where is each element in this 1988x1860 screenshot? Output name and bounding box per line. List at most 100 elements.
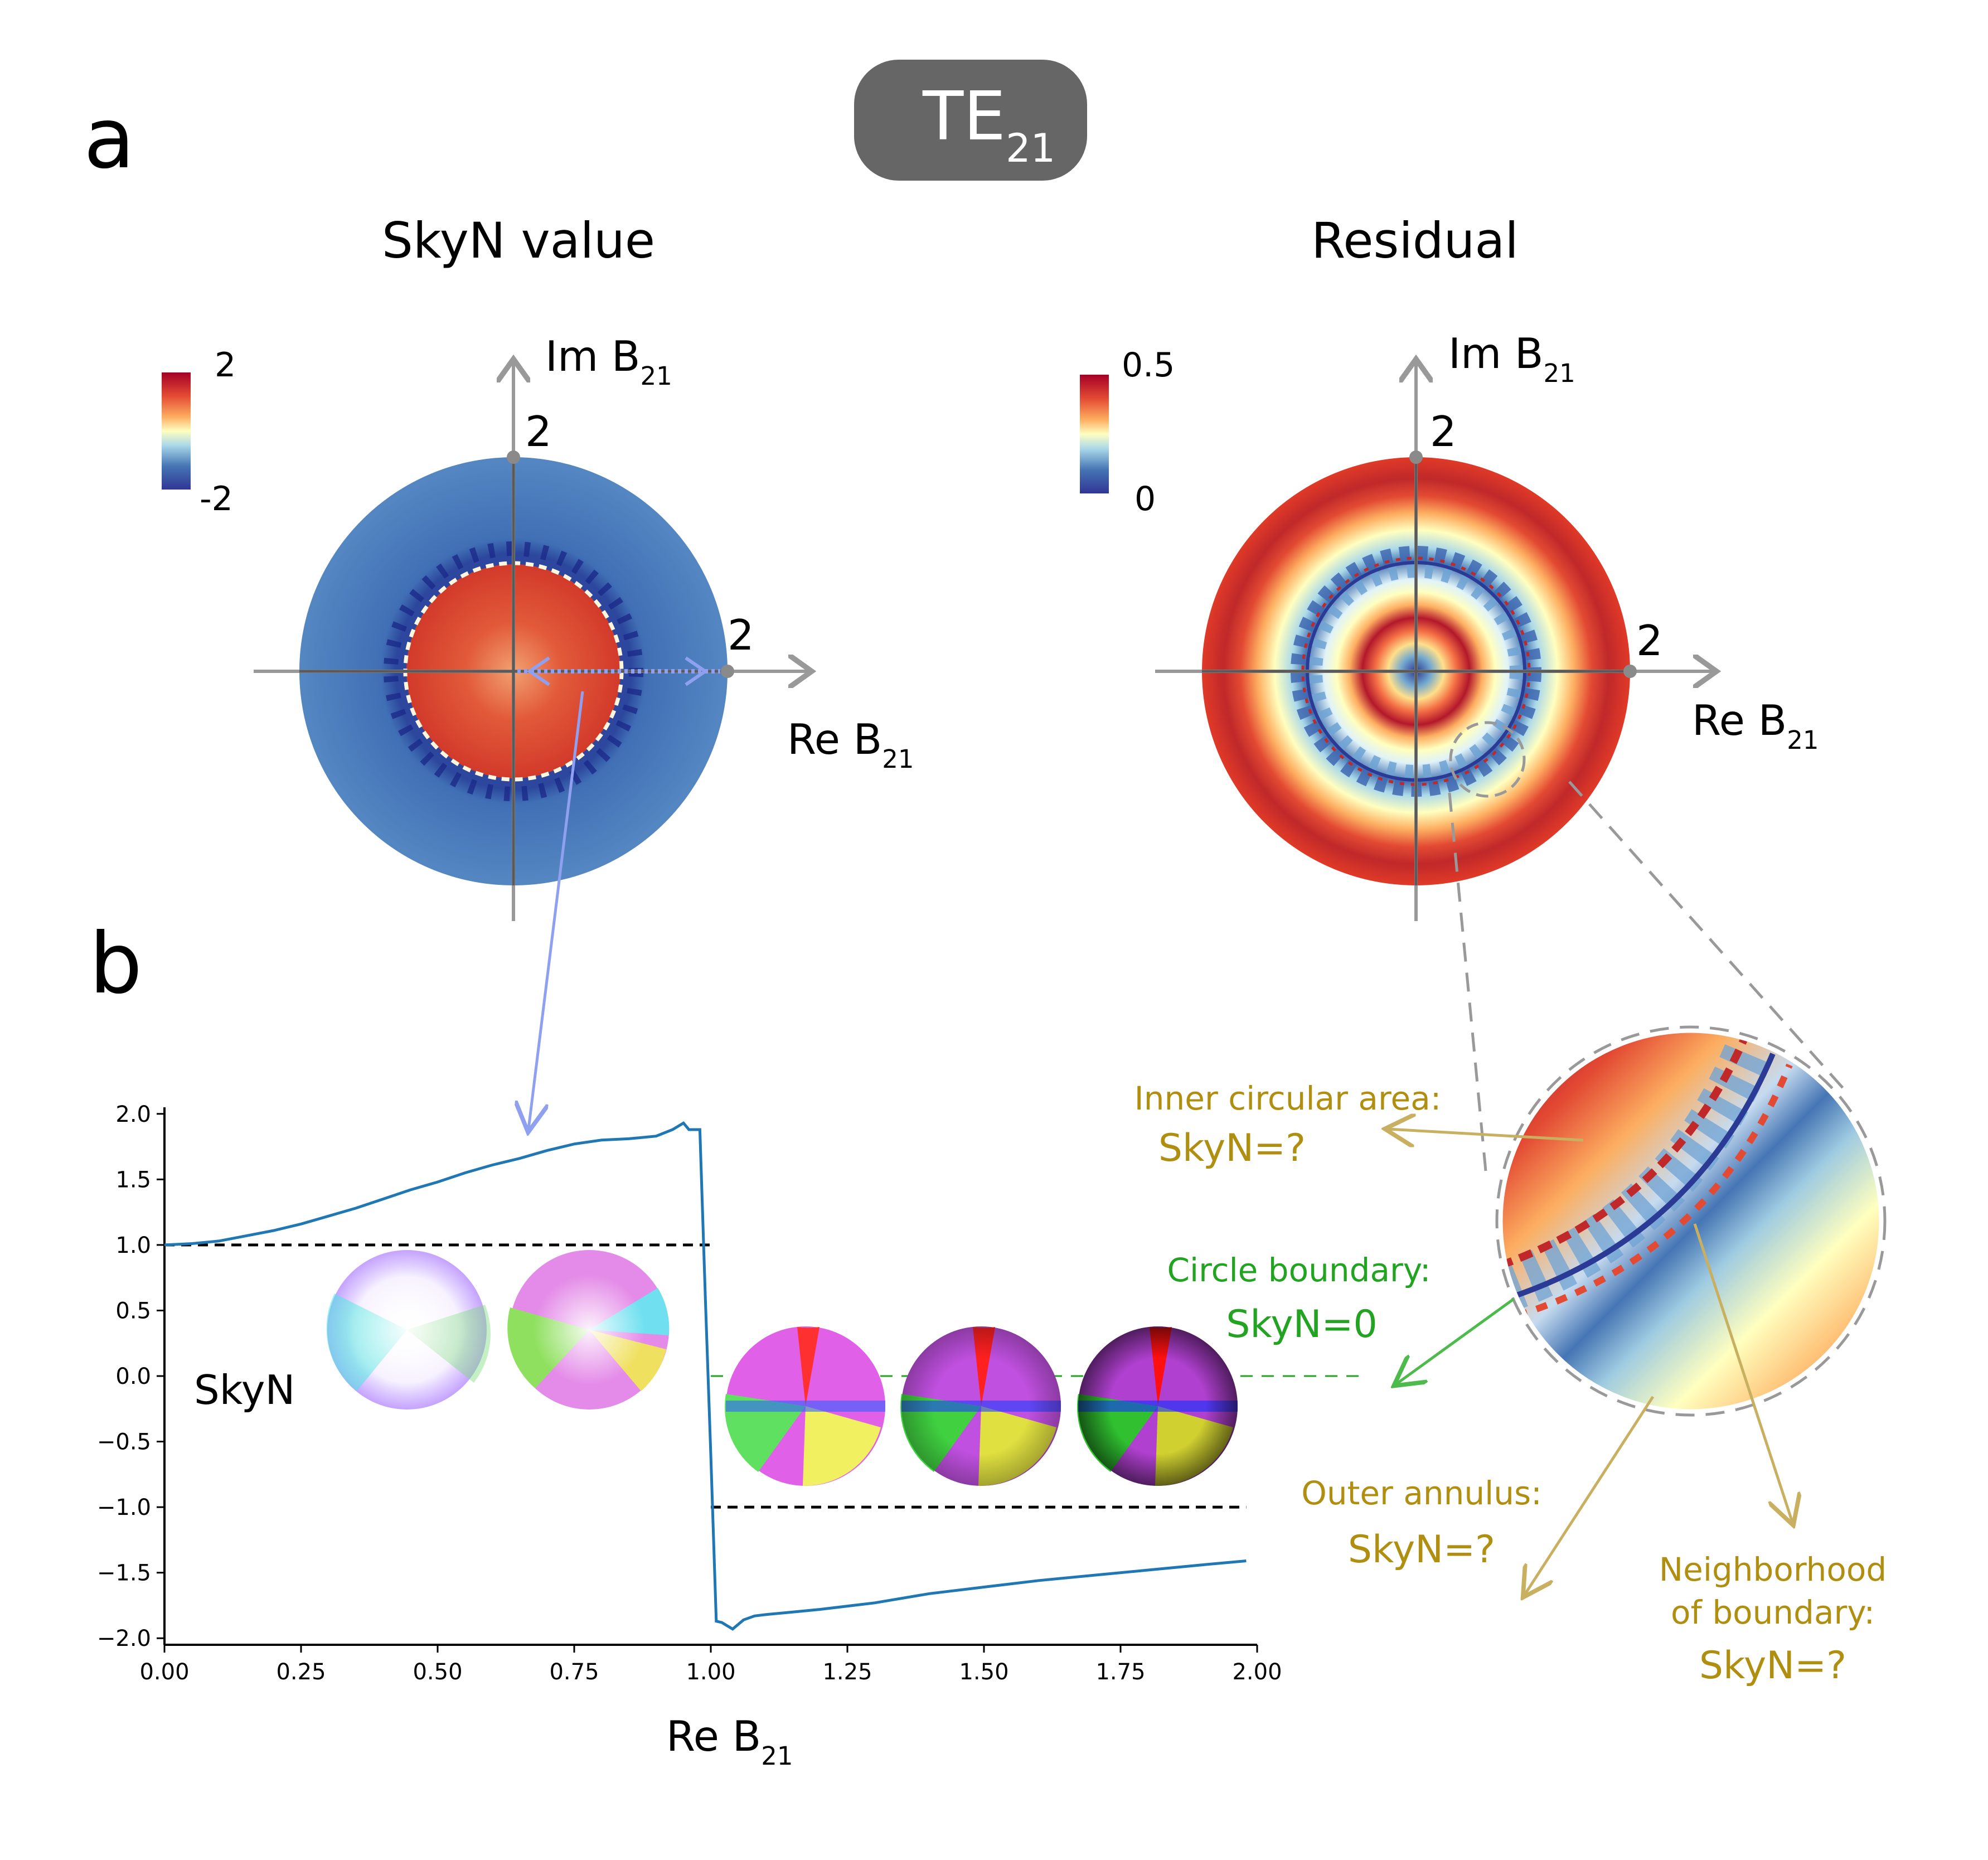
spin-disk-3-band [726,1401,885,1412]
skyn-value-title: SkyN value [382,212,655,269]
residual-zoom-guide-left [1448,792,1487,1171]
annotation-boundary-line1: Circle boundary: [1167,1251,1431,1289]
spin-disk-3-green [725,1394,806,1472]
skyn-colorbar-min: -2 [200,479,233,519]
annotation-boundary-line2: SkyN=0 [1226,1302,1377,1346]
residual-colorbar [1080,375,1109,493]
residual-marker-x [1623,665,1637,678]
chart-x-ticks: 0.00 0.25 0.50 0.75 1.00 1.25 1.50 1.75 2.00 [139,1645,1282,1685]
skyn-sample-arrowhead-right [685,656,709,686]
y-tick-label: −0.5 [97,1430,151,1455]
residual-axis-y-sub: 21 [1543,359,1575,388]
residual-zoom-guide-right [1568,781,1851,1097]
spin-disk-3-yellow [803,1406,881,1486]
zoom-inset-border [1495,1025,1887,1417]
residual-zoom-source-circle [1449,721,1526,798]
skyn-axis-x-label: Re B21 [787,715,914,774]
zoom-boundary-line [1504,1053,1776,1302]
zoom-inset-inner-border [1500,1030,1882,1412]
skyn-colorbar-max: 2 [215,346,236,385]
annotation-outer-arrow [1525,1396,1655,1595]
x-tick-label: 1.75 [1095,1659,1145,1685]
residual-colorbar-max: 0.5 [1122,346,1175,385]
residual-title: Residual [1311,212,1519,269]
y-tick-label: 0.5 [115,1298,151,1324]
skyn-marker-x-label: 2 [728,611,754,660]
y-tick-label: 1.0 [115,1233,151,1258]
chart-series-skyn [164,1121,1247,1631]
x-tick-label: 0.00 [139,1659,189,1685]
residual-marker-y-label: 2 [1430,407,1457,456]
y-tick-label: −1.0 [97,1495,151,1520]
skyn-value-panel: SkyN value 2 -2 2 2 Im B 21 Re B21 [162,212,914,1129]
spin-disk-1 [326,1250,491,1409]
spin-disk-2 [507,1250,670,1409]
annotation-neighborhood-line2: of boundary: [1671,1593,1875,1631]
x-tick-label: 0.25 [276,1659,326,1685]
skyn-marker-y-label: 2 [525,407,552,456]
chart-ylabel: SkyN [194,1367,295,1413]
annotation-inner-arrow [1388,1129,1584,1140]
annotation-outer-line1: Outer annulus: [1301,1474,1542,1512]
annotation-neighborhood-line3: SkyN=? [1699,1644,1846,1688]
chart-xlabel-base: Re B [666,1712,761,1761]
skyn-colorbar [162,372,191,490]
x-tick-label: 1.25 [822,1659,872,1685]
y-tick-label: 1.5 [115,1167,151,1193]
annotation-neighborhood-arrow [1693,1223,1792,1522]
panel-label-b: b [89,916,142,1013]
skyn-axis-x-base: Re B [787,715,882,764]
skyn-chart: 0.00 0.25 0.50 0.75 1.00 1.25 1.50 1.75 2.00 2.0… [97,1102,1366,1771]
skyn-marker-y [507,451,520,464]
chart-y-ticks: 2.0 1.5 1.0 0.5 0.0 −0.5 −1.0 −1.5 −2.0 [97,1102,164,1651]
x-tick-label: 0.50 [413,1659,462,1685]
residual-axis-y-label: Im B21 [1448,329,1575,388]
annotation-inner-line1: Inner circular area: [1134,1079,1442,1117]
panel-label-a: a [84,90,135,187]
annotation-boundary-arrow [1397,1297,1515,1384]
residual-panel: Residual 0.5 0 2 2 Im B21 Re B21 [1080,212,1851,1171]
residual-axis-x-base: Re B [1692,696,1787,745]
spin-disk-4 [900,1326,1061,1486]
skyn-pointer-arrow [528,691,584,1129]
y-tick-label: −1.5 [97,1561,151,1586]
residual-axis-y-base: Im B [1448,329,1543,378]
chart-xlabel-sub: 21 [761,1741,793,1771]
spin-disk-3 [725,1326,885,1486]
skyn-sample-arrowhead-left [526,656,550,686]
mode-badge: TE21 [854,60,1087,181]
spin-disk-5 [1077,1326,1238,1486]
mode-badge-base: TE [922,78,1006,156]
skyn-marker-x [721,665,734,678]
y-tick-label: 2.0 [115,1102,151,1127]
spin-disk-5-shade [1078,1326,1238,1486]
spin-disk-2-fade [534,1274,645,1386]
residual-colorbar-min: 0 [1134,479,1156,519]
skyn-axis-x-sub: 21 [882,744,914,774]
x-tick-label: 1.50 [959,1659,1008,1685]
mode-badge-text: TE21 [922,78,1055,171]
chart-xlabel: Re B21 [666,1712,793,1771]
residual-axis-x-label: Re B21 [1692,696,1819,755]
annotations: Inner circular area: SkyN=? Circle bound… [1134,1079,1887,1688]
x-tick-label: 0.75 [549,1659,599,1685]
annotation-outer-line2: SkyN=? [1348,1528,1495,1572]
annotation-neighborhood-line1: Neighborhood [1659,1551,1887,1588]
zoom-red-band-2 [1515,1063,1793,1319]
y-tick-label: 0.0 [115,1364,151,1389]
zoom-inset-fill [1500,1030,1882,1412]
x-tick-label: 2.00 [1232,1659,1282,1685]
spin-disk-4-shade [901,1326,1061,1486]
zoom-inset [1495,1025,1887,1417]
residual-axis-x-sub: 21 [1787,725,1819,755]
skyn-axis-y-base: Im B [545,332,640,381]
zoom-red-band [1500,1035,1749,1270]
x-tick-label: 1.00 [686,1659,735,1685]
annotation-inner-line2: SkyN=? [1158,1126,1306,1170]
residual-marker-x-label: 2 [1636,616,1663,665]
spin-disk-1-fade [346,1268,468,1391]
residual-marker-y [1409,451,1423,464]
mode-badge-bg [854,60,1087,181]
y-tick-label: −2.0 [97,1626,151,1651]
